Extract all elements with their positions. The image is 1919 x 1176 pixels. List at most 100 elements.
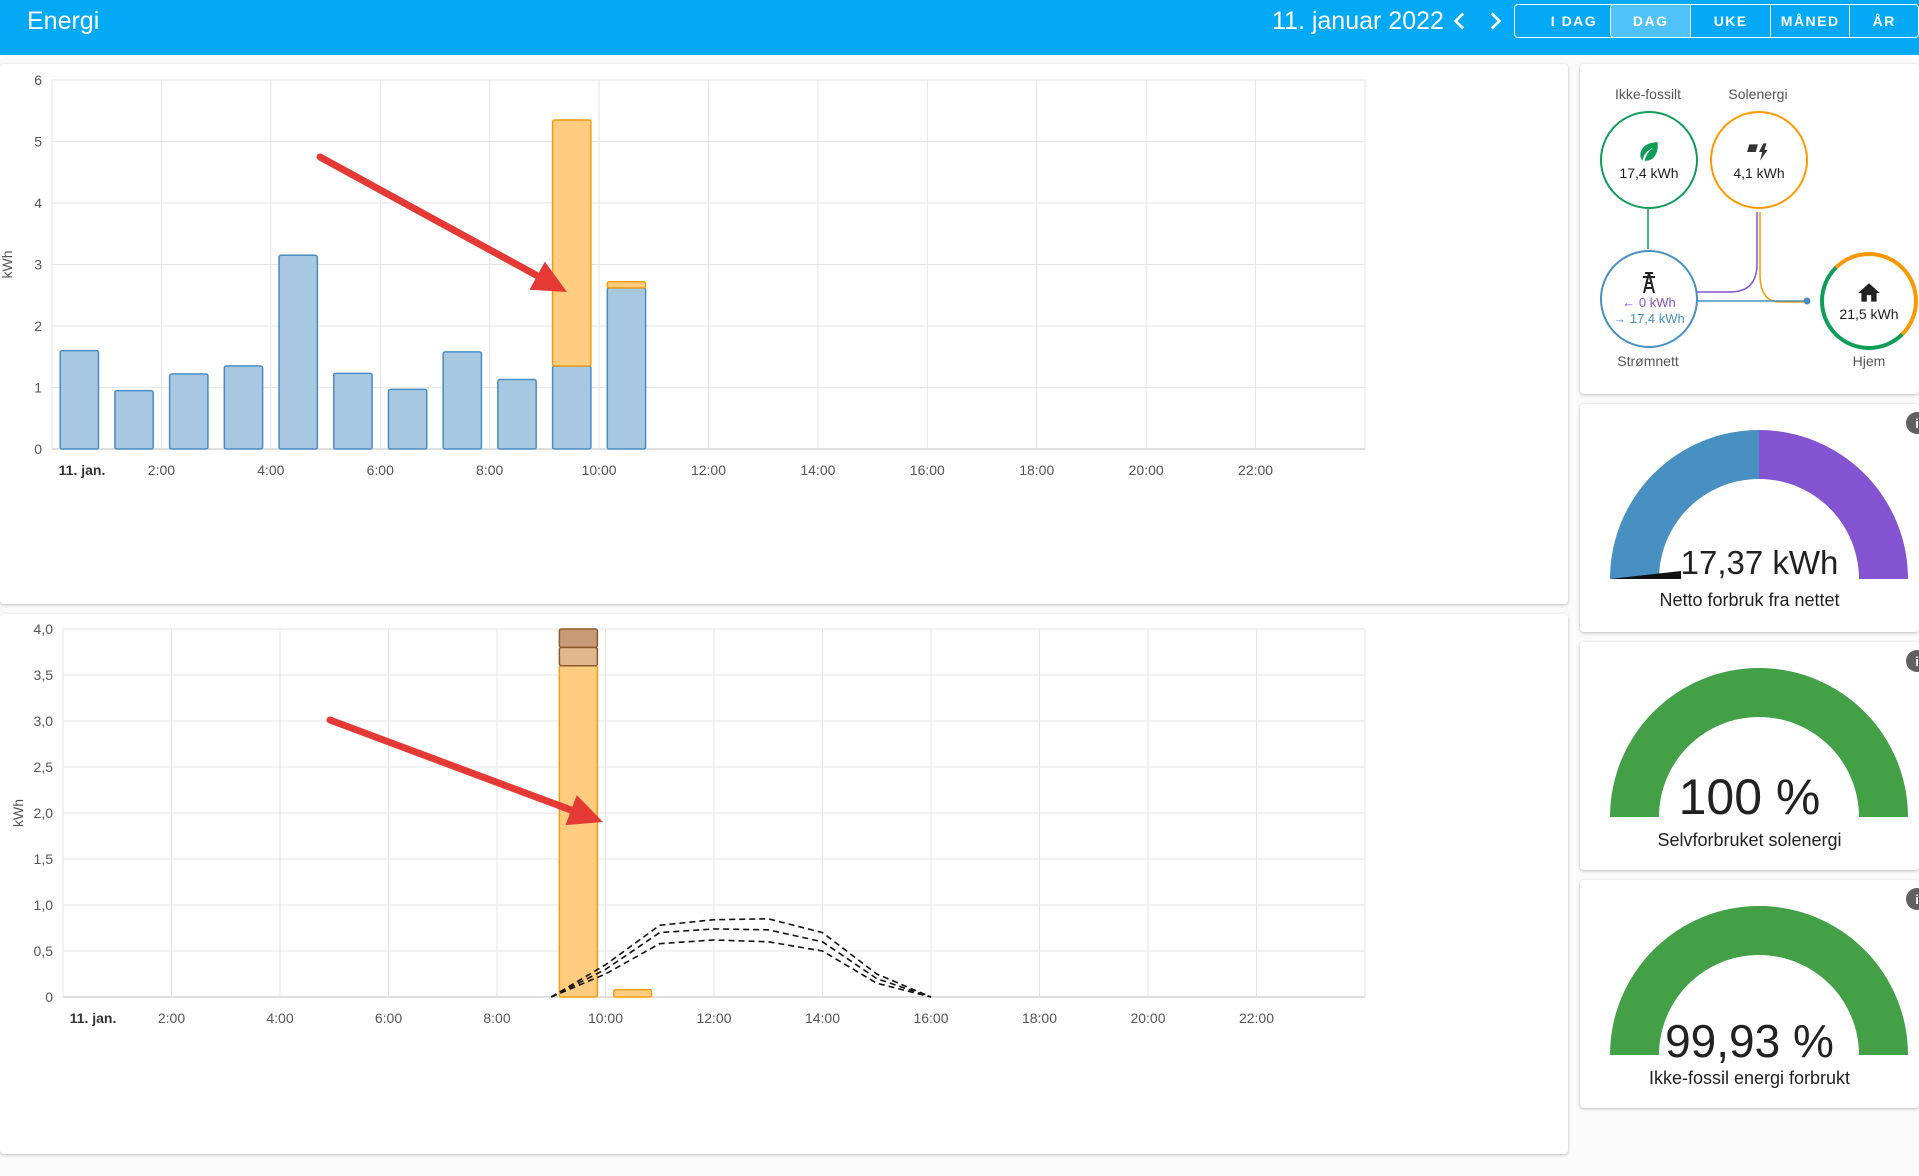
x-tick-label: 18:00 bbox=[1022, 1010, 1057, 1026]
x-tick-label: 10:00 bbox=[582, 462, 617, 478]
fossil-free-label: Ikke-fossilt bbox=[1614, 86, 1682, 102]
y-tick-label: 2,0 bbox=[34, 805, 54, 821]
x-tick-label: 8:00 bbox=[483, 1010, 510, 1026]
solar-production-chart-card: 0 0,5 1,0 1,5 2,0 2,5 3,0 3,5 4,0 11. jan. 2:00 4:0… bbox=[0, 614, 1568, 1154]
x-tick-label: 20:00 bbox=[1130, 1010, 1165, 1026]
annotation-arrowhead bbox=[565, 795, 603, 826]
period-week-button[interactable]: UKE bbox=[1690, 5, 1769, 37]
y-tick-label: 4 bbox=[34, 195, 42, 211]
x-tick-label: 12:00 bbox=[691, 462, 726, 478]
fossil-free-gauge bbox=[1610, 906, 1908, 1055]
grid-net-label: Netto forbruk fra nettet bbox=[1659, 590, 1840, 610]
solar-self-consumption-label: Selvforbruket solenergi bbox=[1657, 830, 1842, 850]
solar-self-consumption-value: 100 % bbox=[1678, 769, 1821, 825]
y-tick-label: 0,5 bbox=[34, 943, 54, 959]
solar-production-chart[interactable]: 0 0,5 1,0 1,5 2,0 2,5 3,0 3,5 4,0 11. jan. 2:00 4:0… bbox=[0, 614, 1568, 1154]
bar bbox=[223, 365, 264, 450]
y-axis-label: kWh bbox=[10, 799, 26, 827]
y-tick-label: 1,0 bbox=[34, 897, 54, 913]
forecast-line bbox=[550, 939, 932, 998]
solar-power-icon bbox=[1747, 143, 1768, 161]
x-tick-label: 2:00 bbox=[148, 462, 175, 478]
energy-distribution-card: Ikke-fossilt 17,4 kWh Solenergi 4,1 kWh … bbox=[1580, 64, 1919, 394]
annotation-arrow bbox=[326, 716, 585, 818]
grid-node[interactable]: ← 0 kWh → 17,4 kWh bbox=[1600, 250, 1698, 348]
grid-label: Strømnett bbox=[1617, 353, 1679, 369]
info-icon[interactable]: i bbox=[1906, 650, 1919, 672]
bar bbox=[168, 373, 209, 450]
grid-consumption-value: 17,4 kWh bbox=[1629, 311, 1685, 326]
x-tick-label: 8:00 bbox=[476, 462, 503, 478]
bar bbox=[114, 389, 154, 450]
y-tick-label: 0 bbox=[34, 441, 42, 457]
grid-net-gauge bbox=[1610, 430, 1908, 579]
y-tick-label: 2,5 bbox=[34, 759, 54, 775]
grid-net-consumption-card: i 17,37 kWh Netto forbruk fra nettet bbox=[1580, 404, 1919, 632]
annotation-arrow bbox=[316, 153, 551, 285]
fossil-free-consumption-card: i 99,93 % Ikke-fossil energi forbrukt bbox=[1580, 880, 1919, 1108]
bar bbox=[59, 349, 100, 450]
bar bbox=[606, 280, 647, 289]
bar bbox=[551, 119, 592, 367]
y-tick-label: 4,0 bbox=[34, 621, 54, 637]
x-tick-label: 10:00 bbox=[588, 1010, 623, 1026]
y-tick-label: 0 bbox=[45, 989, 53, 1005]
home-label: Hjem bbox=[1852, 353, 1886, 369]
info-icon[interactable]: i bbox=[1906, 412, 1919, 434]
annotation-arrowhead bbox=[529, 261, 567, 292]
grid-consumption-row: → 17,4 kWh bbox=[1613, 311, 1685, 326]
chevron-left-icon bbox=[1453, 12, 1465, 30]
solar-self-consumption-gauge bbox=[1610, 668, 1908, 817]
grid-return-value: 0 kWh bbox=[1638, 295, 1676, 310]
x-tick-label: 22:00 bbox=[1238, 462, 1273, 478]
date-label: 11. januar 2022 bbox=[1272, 7, 1444, 35]
period-month-button[interactable]: MÅNED bbox=[1769, 5, 1849, 37]
energy-usage-chart[interactable]: 0 1 2 3 4 5 6 11. jan. 2:00 4:00 6:00 8:00 10:00 12:0… bbox=[0, 64, 1568, 604]
x-tick-label: 18:00 bbox=[1019, 462, 1054, 478]
page-title: Energi bbox=[27, 7, 100, 35]
x-tick-label: 6:00 bbox=[367, 462, 394, 478]
x-tick-label: 4:00 bbox=[266, 1010, 293, 1026]
y-tick-label: 1 bbox=[34, 380, 42, 396]
y-tick-label: 3,0 bbox=[34, 713, 54, 729]
y-tick-label: 3 bbox=[34, 257, 42, 273]
home-value: 21,5 kWh bbox=[1839, 306, 1899, 322]
x-tick-label: 6:00 bbox=[375, 1010, 402, 1026]
top-app-bar: Energi 11. januar 2022 I DAG DAG UKE MÅN… bbox=[0, 0, 1919, 55]
x-tick-label: 20:00 bbox=[1129, 462, 1164, 478]
fossil-free-node[interactable]: 17,4 kWh bbox=[1600, 111, 1698, 209]
y-tick-label: 3,5 bbox=[34, 667, 54, 683]
bar bbox=[497, 378, 537, 450]
y-tick-label: 6 bbox=[34, 72, 42, 88]
solar-label: Solenergi bbox=[1728, 86, 1788, 102]
bar bbox=[332, 372, 373, 450]
solar-node[interactable]: 4,1 kWh bbox=[1710, 111, 1808, 209]
home-node[interactable]: 21,5 kWh bbox=[1820, 252, 1918, 350]
grid-return-row: ← 0 kWh bbox=[1622, 295, 1676, 310]
bar bbox=[551, 365, 592, 450]
period-day-button[interactable]: DAG bbox=[1611, 5, 1691, 37]
y-tick-label: 1,5 bbox=[34, 851, 54, 867]
previous-period-button[interactable] bbox=[1447, 8, 1473, 34]
next-period-button[interactable] bbox=[1482, 8, 1508, 34]
x-tick-label: 16:00 bbox=[913, 1010, 948, 1026]
y-tick-label: 5 bbox=[34, 134, 42, 150]
x-tick-label: 16:00 bbox=[910, 462, 945, 478]
bar bbox=[612, 988, 653, 998]
x-tick-label: 2:00 bbox=[158, 1010, 185, 1026]
grid-net-value: 17,37 kWh bbox=[1680, 544, 1839, 581]
x-tick-label: 22:00 bbox=[1239, 1010, 1274, 1026]
x-tick-label: 14:00 bbox=[805, 1010, 840, 1026]
bar bbox=[442, 351, 483, 450]
solar-value: 4,1 kWh bbox=[1733, 165, 1785, 181]
y-axis-label: kWh bbox=[0, 251, 15, 279]
bar bbox=[387, 388, 428, 450]
info-icon[interactable]: i bbox=[1906, 888, 1919, 910]
period-year-button[interactable]: ÅR bbox=[1849, 5, 1918, 37]
leaf-icon bbox=[1640, 142, 1658, 161]
flow-lines bbox=[1647, 209, 1811, 305]
fossil-free-value: 17,4 kWh bbox=[1619, 165, 1679, 181]
x-tick-label: 11. jan. bbox=[70, 1010, 117, 1026]
x-tick-label: 4:00 bbox=[257, 462, 284, 478]
home-icon bbox=[1858, 283, 1880, 302]
